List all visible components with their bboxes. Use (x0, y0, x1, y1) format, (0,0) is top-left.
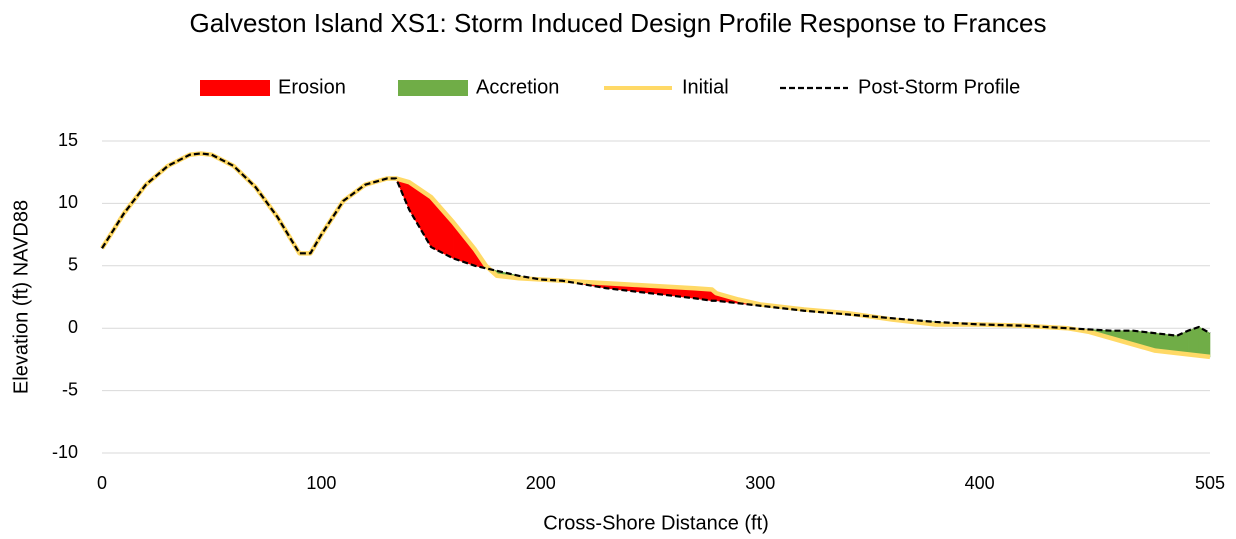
y-tick-label: 5 (68, 255, 78, 275)
y-tick-label: -10 (52, 442, 78, 462)
legend-label: Accretion (476, 76, 559, 98)
y-axis-label: Elevation (ft) NAVD88 (10, 200, 32, 394)
post-storm-line (101, 152, 1211, 337)
y-tick-label: 10 (58, 192, 78, 212)
x-tick-label: 100 (306, 473, 336, 493)
x-tick-label: 300 (745, 473, 775, 493)
y-tick-label: -5 (62, 379, 78, 399)
x-tick-label: 505 (1195, 473, 1225, 493)
x-tick-label: 0 (97, 473, 107, 493)
chart-title: Galveston Island XS1: Storm Induced Desi… (190, 8, 1047, 38)
y-tick-label: 0 (68, 317, 78, 337)
x-tick-label: 200 (526, 473, 556, 493)
legend-label: Erosion (278, 76, 346, 98)
legend-label: Initial (682, 76, 729, 98)
legend-swatch (398, 80, 468, 96)
legend-label: Post-Storm Profile (858, 76, 1020, 98)
legend-swatch (200, 80, 270, 96)
accretion-area (1198, 326, 1211, 358)
x-axis-label: Cross-Shore Distance (ft) (543, 512, 769, 534)
y-tick-label: 15 (58, 130, 78, 150)
x-tick-label: 400 (965, 473, 995, 493)
